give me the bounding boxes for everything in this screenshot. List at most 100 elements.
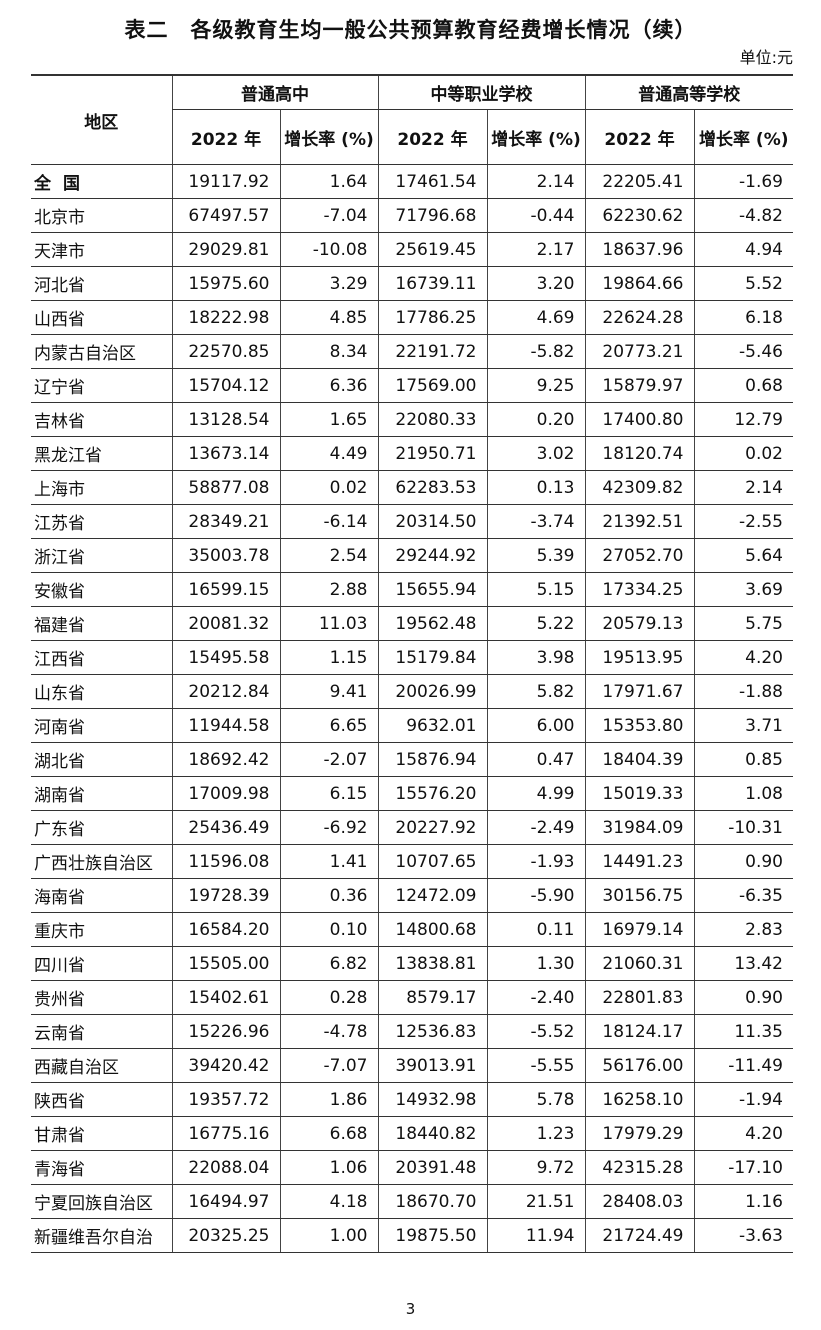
vocational-2022-cell: 8579.17 [377, 980, 487, 1015]
vocational-growth-cell: -5.90 [486, 878, 585, 913]
senior-high-2022-cell: 16775.16 [171, 1116, 280, 1151]
senior-high-2022-cell: 11596.08 [171, 844, 280, 879]
higher-ed-2022-cell: 18404.39 [584, 742, 694, 777]
higher-ed-2022-cell: 22205.41 [584, 164, 694, 199]
region-cell: 天津市 [31, 232, 172, 267]
senior-high-2022-cell: 25436.49 [171, 810, 280, 845]
region-cell: 云南省 [31, 1014, 172, 1049]
region-cell: 广西壮族自治区 [31, 844, 172, 879]
higher-ed-2022-cell: 19864.66 [584, 266, 694, 301]
vocational-growth-cell: 5.78 [486, 1082, 585, 1117]
region-cell: 新疆维吾尔自治 [31, 1218, 172, 1253]
senior-high-2022-cell: 29029.81 [171, 232, 280, 267]
senior-high-2022-cell: 67497.57 [171, 198, 280, 233]
vocational-2022-cell: 17569.00 [377, 368, 487, 403]
table-row: 宁夏回族自治区 16494.97 4.18 18670.70 21.51 28408.03… [31, 1184, 793, 1219]
senior-high-2022-cell: 13673.14 [171, 436, 280, 471]
vocational-growth-cell: -2.49 [486, 810, 585, 845]
higher-ed-2022-cell: 15353.80 [584, 708, 694, 743]
region-cell: 广东省 [31, 810, 172, 845]
region-cell: 江西省 [31, 640, 172, 675]
region-cell: 青海省 [31, 1150, 172, 1185]
higher-ed-growth-cell: -1.69 [693, 164, 793, 199]
higher-ed-growth-cell: 6.18 [693, 300, 793, 335]
group-header-vocational: 中等职业学校 [377, 74, 585, 110]
higher-ed-2022-cell: 17979.29 [584, 1116, 694, 1151]
table-row: 陕西省 19357.72 1.86 14932.98 5.78 16258.10 -1.94 [31, 1082, 793, 1117]
vocational-growth-cell: 21.51 [486, 1184, 585, 1219]
subheader-year: 2022 年 [171, 109, 280, 165]
senior-high-growth-cell: -7.04 [279, 198, 378, 233]
table-row: 广东省 25436.49 -6.92 20227.92 -2.49 31984.09 -10… [31, 810, 793, 845]
table-row: 云南省 15226.96 -4.78 12536.83 -5.52 18124.17 11.… [31, 1014, 793, 1049]
higher-ed-growth-cell: 5.75 [693, 606, 793, 641]
higher-ed-2022-cell: 21724.49 [584, 1218, 694, 1253]
senior-high-growth-cell: 6.82 [279, 946, 378, 981]
higher-ed-2022-cell: 62230.62 [584, 198, 694, 233]
vocational-2022-cell: 25619.45 [377, 232, 487, 267]
vocational-2022-cell: 15179.84 [377, 640, 487, 675]
table-row: 广西壮族自治区 11596.08 1.41 10707.65 -1.93 14491.23… [31, 844, 793, 879]
region-cell: 吉林省 [31, 402, 172, 437]
senior-high-2022-cell: 15505.00 [171, 946, 280, 981]
senior-high-growth-cell: 6.15 [279, 776, 378, 811]
vocational-2022-cell: 18670.70 [377, 1184, 487, 1219]
senior-high-2022-cell: 22570.85 [171, 334, 280, 369]
higher-ed-2022-cell: 22624.28 [584, 300, 694, 335]
senior-high-growth-cell: 11.03 [279, 606, 378, 641]
vocational-growth-cell: 4.99 [486, 776, 585, 811]
vocational-growth-cell: -0.44 [486, 198, 585, 233]
senior-high-2022-cell: 18692.42 [171, 742, 280, 777]
table-row: 天津市 29029.81 -10.08 25619.45 2.17 18637.96 4.9… [31, 232, 793, 267]
table-row: 山西省 18222.98 4.85 17786.25 4.69 22624.28 6.18 [31, 300, 793, 335]
senior-high-2022-cell: 28349.21 [171, 504, 280, 539]
table-row: 青海省 22088.04 1.06 20391.48 9.72 42315.28 -17.1… [31, 1150, 793, 1185]
senior-high-growth-cell: 9.41 [279, 674, 378, 709]
vocational-growth-cell: 9.72 [486, 1150, 585, 1185]
region-header: 地区 [31, 74, 172, 165]
subheader-year: 2022 年 [377, 109, 487, 165]
table-row: 四川省 15505.00 6.82 13838.81 1.30 21060.31 13.42 [31, 946, 793, 981]
table-row: 甘肃省 16775.16 6.68 18440.82 1.23 17979.29 4.20 [31, 1116, 793, 1151]
senior-high-2022-cell: 13128.54 [171, 402, 280, 437]
senior-high-growth-cell: 0.10 [279, 912, 378, 947]
vocational-2022-cell: 18440.82 [377, 1116, 487, 1151]
vocational-2022-cell: 22191.72 [377, 334, 487, 369]
region-cell: 山东省 [31, 674, 172, 709]
vocational-2022-cell: 16739.11 [377, 266, 487, 301]
higher-ed-growth-cell: -17.10 [693, 1150, 793, 1185]
vocational-2022-cell: 20026.99 [377, 674, 487, 709]
higher-ed-growth-cell: 1.08 [693, 776, 793, 811]
vocational-growth-cell: -2.40 [486, 980, 585, 1015]
higher-ed-growth-cell: 3.71 [693, 708, 793, 743]
higher-ed-growth-cell: -4.82 [693, 198, 793, 233]
senior-high-growth-cell: 6.65 [279, 708, 378, 743]
table-row: 辽宁省 15704.12 6.36 17569.00 9.25 15879.97 0.68 [31, 368, 793, 403]
region-cell: 福建省 [31, 606, 172, 641]
region-cell: 宁夏回族自治区 [31, 1184, 172, 1219]
higher-ed-growth-cell: -1.94 [693, 1082, 793, 1117]
higher-ed-growth-cell: 0.02 [693, 436, 793, 471]
higher-ed-2022-cell: 28408.03 [584, 1184, 694, 1219]
table-row: 吉林省 13128.54 1.65 22080.33 0.20 17400.80 12.79 [31, 402, 793, 437]
subheader-year: 2022 年 [584, 109, 694, 165]
vocational-growth-cell: 0.47 [486, 742, 585, 777]
higher-ed-growth-cell: 1.16 [693, 1184, 793, 1219]
senior-high-growth-cell: 6.68 [279, 1116, 378, 1151]
higher-ed-growth-cell: -6.35 [693, 878, 793, 913]
vocational-growth-cell: 6.00 [486, 708, 585, 743]
vocational-2022-cell: 62283.53 [377, 470, 487, 505]
group-header-senior-high: 普通高中 [171, 74, 378, 110]
senior-high-growth-cell: -7.07 [279, 1048, 378, 1083]
higher-ed-growth-cell: -10.31 [693, 810, 793, 845]
senior-high-2022-cell: 16494.97 [171, 1184, 280, 1219]
senior-high-growth-cell: 4.85 [279, 300, 378, 335]
higher-ed-growth-cell: -5.46 [693, 334, 793, 369]
region-cell: 北京市 [31, 198, 172, 233]
higher-ed-growth-cell: -11.49 [693, 1048, 793, 1083]
senior-high-growth-cell: 4.49 [279, 436, 378, 471]
table-row: 新疆维吾尔自治 20325.25 1.00 19875.50 11.94 21724.49… [31, 1218, 793, 1253]
expenditure-table: 地区 普通高中 中等职业学校 普通高等学校 2022 年 增长率 (%) 202… [31, 74, 793, 1253]
higher-ed-2022-cell: 15879.97 [584, 368, 694, 403]
table-row: 贵州省 15402.61 0.28 8579.17 -2.40 22801.83 0.90 [31, 980, 793, 1015]
